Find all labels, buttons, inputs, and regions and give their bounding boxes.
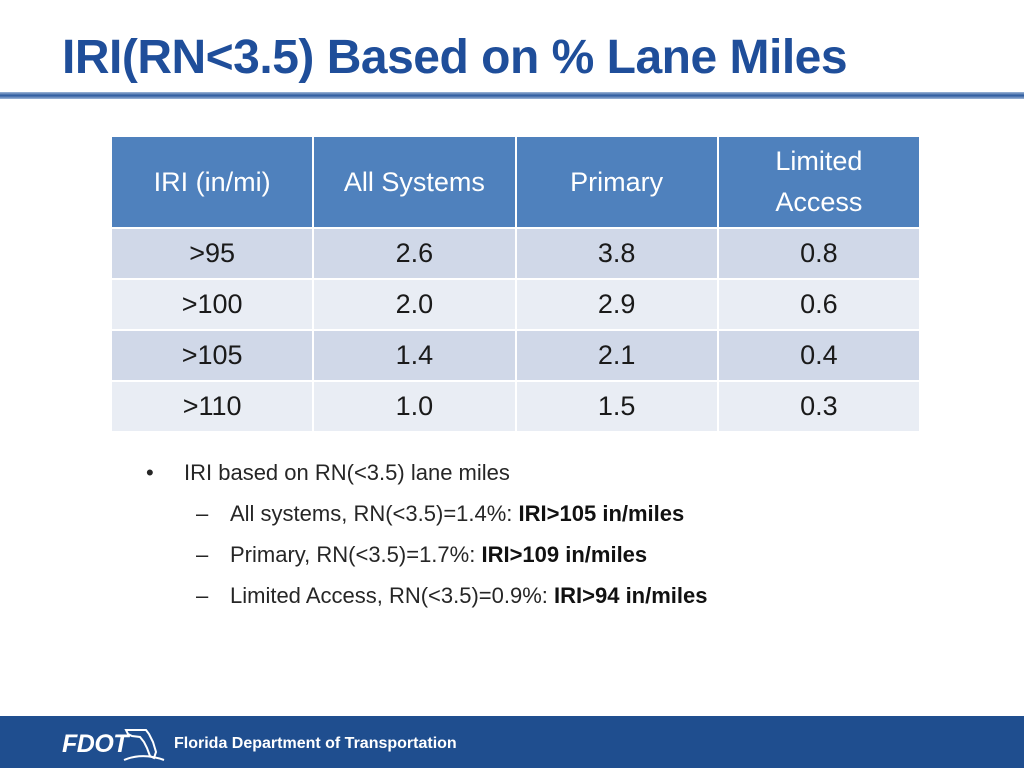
cell-all-systems: 2.6 <box>312 227 517 280</box>
table-row: >105 1.4 2.1 0.4 <box>109 329 922 382</box>
fdot-logo: FDOT <box>62 722 166 762</box>
bullet-item: • IRI based on RN(<3.5) lane miles <box>146 452 708 493</box>
cell-iri: >95 <box>109 227 315 280</box>
cell-limited-access: 0.8 <box>716 227 922 280</box>
cell-primary: 2.9 <box>514 278 719 331</box>
header-all-systems: All Systems <box>312 135 517 229</box>
sub-item-bold: IRI>109 in/miles <box>481 542 648 567</box>
dash-icon: – <box>196 542 209 567</box>
org-name: Florida Department of Transportation <box>174 735 457 752</box>
cell-iri: >110 <box>109 380 315 433</box>
cell-limited-access: 0.4 <box>716 329 922 382</box>
sub-item-bold: IRI>105 in/miles <box>518 501 685 526</box>
table-row: >110 1.0 1.5 0.3 <box>109 380 922 433</box>
cell-limited-access: 0.3 <box>716 380 922 433</box>
cell-primary: 1.5 <box>514 380 719 433</box>
sub-item: – All systems, RN(<3.5)=1.4%: IRI>105 in… <box>146 493 708 534</box>
table-row: >95 2.6 3.8 0.8 <box>109 227 922 280</box>
iri-table: IRI (in/mi) All Systems Primary Limited … <box>109 135 922 433</box>
cell-iri: >100 <box>109 278 315 331</box>
cell-iri: >105 <box>109 329 315 382</box>
footer-bar: FDOT Florida Department of Transportatio… <box>0 716 1024 768</box>
title-underline <box>0 92 1024 99</box>
cell-all-systems: 2.0 <box>312 278 517 331</box>
dash-icon: – <box>196 501 209 526</box>
table-header-row: IRI (in/mi) All Systems Primary Limited … <box>109 135 922 229</box>
header-primary: Primary <box>514 135 719 229</box>
sub-item-text: Primary, RN(<3.5)=1.7%: <box>230 542 482 567</box>
sub-item: – Primary, RN(<3.5)=1.7%: IRI>109 in/mil… <box>146 534 708 575</box>
cell-limited-access: 0.6 <box>716 278 922 331</box>
bullet-text: IRI based on RN(<3.5) lane miles <box>184 460 510 485</box>
bullet-dot-icon: • <box>146 460 154 485</box>
slide-title: IRI(RN<3.5) Based on % Lane Miles <box>62 31 848 84</box>
sub-item: – Limited Access, RN(<3.5)=0.9%: IRI>94 … <box>146 575 708 616</box>
florida-state-icon <box>123 729 165 761</box>
sub-item-text: Limited Access, RN(<3.5)=0.9%: <box>230 583 555 608</box>
table-row: >100 2.0 2.9 0.6 <box>109 278 922 331</box>
cell-primary: 2.1 <box>514 329 719 382</box>
sub-item-bold: IRI>94 in/miles <box>554 583 708 608</box>
header-iri: IRI (in/mi) <box>109 135 315 229</box>
cell-all-systems: 1.0 <box>312 380 517 433</box>
sub-item-text: All systems, RN(<3.5)=1.4%: <box>230 501 519 526</box>
cell-all-systems: 1.4 <box>312 329 517 382</box>
header-limited-access: Limited Access <box>716 135 922 229</box>
cell-primary: 3.8 <box>514 227 719 280</box>
fdot-logo-text: FDOT <box>62 730 129 758</box>
dash-icon: – <box>196 583 209 608</box>
notes-list: • IRI based on RN(<3.5) lane miles – All… <box>146 452 708 616</box>
